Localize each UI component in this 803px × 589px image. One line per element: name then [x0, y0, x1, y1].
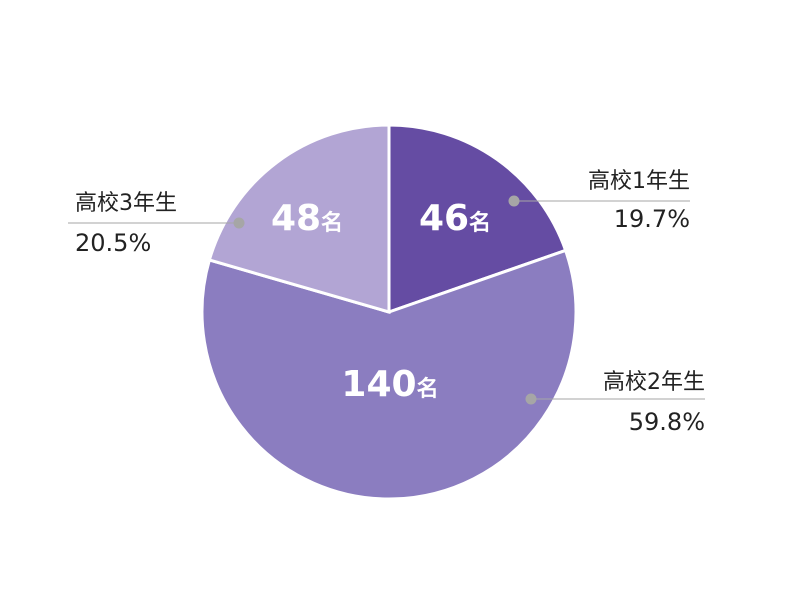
slice-value-label: 48名 — [271, 198, 343, 239]
slice-value-label: 46名 — [419, 198, 491, 239]
leader-dot — [233, 217, 245, 229]
category-label: 高校2年生 — [603, 370, 705, 395]
leader-dot — [508, 195, 520, 207]
percent-label: 20.5% — [75, 229, 151, 257]
pie-slice-3 — [207, 123, 391, 314]
leader-dot — [525, 393, 537, 405]
slice-value-label: 140名 — [341, 364, 438, 405]
category-label: 高校1年生 — [588, 169, 690, 194]
category-label: 高校3年生 — [75, 191, 177, 216]
pie-slice-2 — [200, 248, 578, 501]
percent-label: 59.8% — [629, 408, 705, 436]
percent-label: 19.7% — [614, 205, 690, 233]
